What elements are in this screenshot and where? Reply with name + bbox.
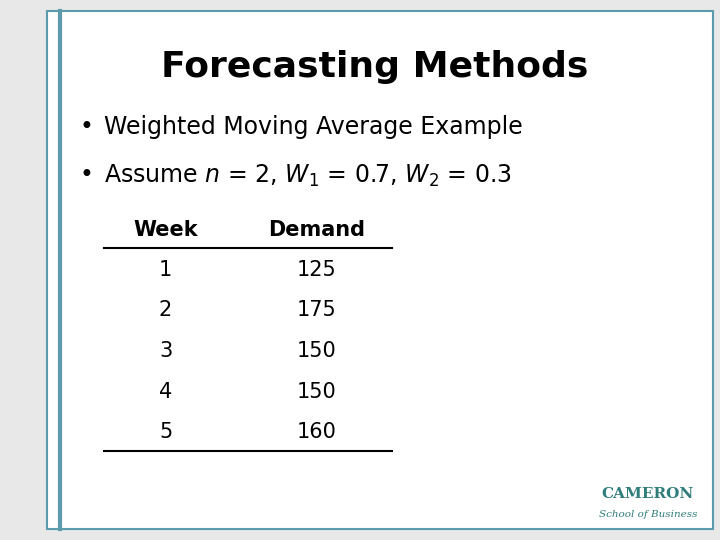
Text: CAMERON: CAMERON [602, 487, 694, 501]
Text: •: • [79, 164, 93, 187]
Text: School of Business: School of Business [599, 510, 697, 518]
Text: Forecasting Methods: Forecasting Methods [161, 51, 588, 84]
Text: 2: 2 [159, 300, 172, 321]
Text: •: • [79, 115, 93, 139]
Text: 150: 150 [297, 381, 337, 402]
Text: 3: 3 [159, 341, 172, 361]
Text: 175: 175 [297, 300, 337, 321]
Text: 150: 150 [297, 341, 337, 361]
Text: 125: 125 [297, 260, 337, 280]
Text: Week: Week [133, 219, 198, 240]
FancyBboxPatch shape [47, 11, 713, 529]
Text: Weighted Moving Average Example: Weighted Moving Average Example [104, 115, 523, 139]
Text: Demand: Demand [269, 219, 365, 240]
Text: 160: 160 [297, 422, 337, 442]
Text: 1: 1 [159, 260, 172, 280]
Text: 5: 5 [159, 422, 172, 442]
Text: Assume $n$ = 2, $W_1$ = 0.7, $W_2$ = 0.3: Assume $n$ = 2, $W_1$ = 0.7, $W_2$ = 0.3 [104, 163, 512, 188]
Text: 4: 4 [159, 381, 172, 402]
